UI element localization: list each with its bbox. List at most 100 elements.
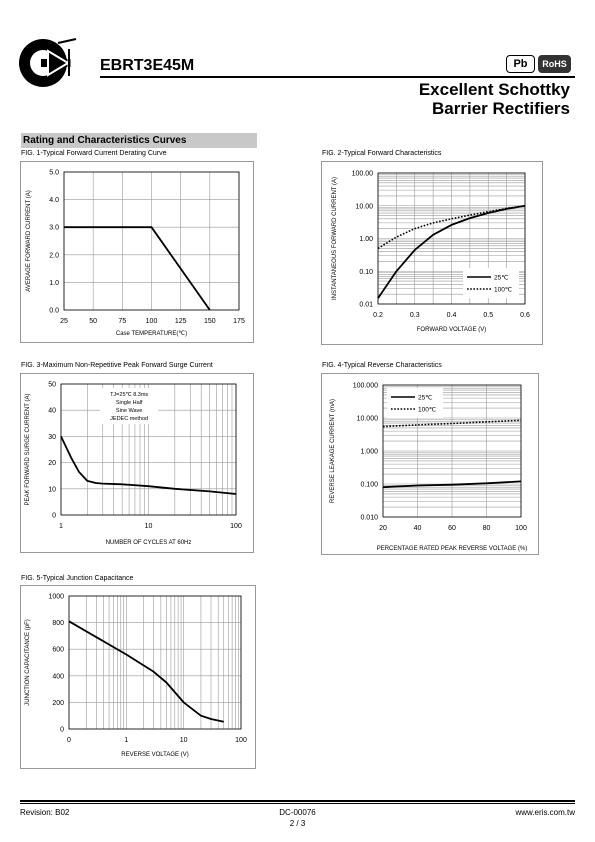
fig1-y-tick-label: 3.0 [49, 225, 59, 232]
fig1-chart-panel: 25 50 75 100 125 150 175 0.0 1.0 2.0 3.0 4.0 5.0 Case… [20, 161, 254, 343]
fig2-plot-frame [377, 172, 526, 305]
compliance-badges: Pb RoHS [506, 55, 571, 73]
fig4-y-tick-label: 0.010 [360, 515, 378, 522]
fig2-chart: 0.2 0.3 0.4 0.5 0.6 0.01 0.10 1.00 10.00 100.00 FO… [332, 171, 530, 334]
fig3-y-axis-label: PEAK FORWARD SURGE CURRENT (A) [25, 394, 31, 506]
fig4-x-tick-label: 80 [483, 525, 491, 532]
fig3-series-1-line [60, 436, 237, 495]
fig5-plot-frame [68, 595, 242, 730]
fig1-x-tick-label: 25 [60, 318, 68, 325]
fig1-x-tick-label: 75 [118, 318, 126, 325]
footer-rule-thin [20, 803, 575, 804]
pb-free-badge: Pb [506, 55, 535, 73]
fig2-x-tick-label: 0.6 [520, 312, 530, 319]
header-rule [100, 76, 575, 78]
fig2-x-tick-label: 0.3 [410, 312, 420, 319]
fig3-y-tick-label: 10 [48, 486, 56, 493]
fig1-x-axis-label: Case TEMPERATURE(℃) [116, 331, 187, 337]
document-code: DC-00076 [279, 808, 316, 817]
fig4-chart: 20 40 60 80 100 0.010 0.100 1.000 10.000 100.000 P… [330, 383, 528, 553]
fig5-y-tick-label: 800 [52, 620, 64, 627]
footer-rule [20, 800, 575, 802]
fig3-y-tick-label: 0 [52, 513, 56, 520]
fig5-y-tick-label: 200 [52, 700, 64, 707]
fig2-legend-label: 100℃ [494, 287, 513, 294]
fig4-title: FIG. 4-Typical Reverse Characteristics [322, 362, 442, 369]
fig2-y-tick-label: 0.10 [359, 269, 373, 276]
fig5-chart-panel: 0 1 10 100 0 200 400 600 800 1000 REVERSE VOLTAGE … [20, 585, 256, 769]
fig1-y-tick-label: 2.0 [49, 252, 59, 259]
product-title-line1: Excellent Schottky [418, 80, 570, 99]
part-number: EBRT3E45M [100, 57, 195, 74]
fig1-title: FIG. 1-Typical Forward Current Derating … [21, 150, 167, 157]
fig1-y-tick-label: 0.0 [49, 308, 59, 315]
fig3-annotation-line: TJ=25℃ 8.3ms [110, 392, 148, 398]
fig4-x-tick-label: 100 [515, 525, 527, 532]
fig4-y-tick-label: 0.100 [360, 482, 378, 489]
fig1-plot-frame [63, 171, 240, 311]
section-title: Rating and Characteristics Curves [21, 133, 257, 148]
fig2-x-tick-label: 0.5 [483, 312, 493, 319]
fig3-y-tick-label: 50 [48, 382, 56, 389]
fig3-y-tick-label: 40 [48, 408, 56, 415]
fig3-x-axis-label: NUMBER OF CYCLES AT 60Hz [106, 540, 192, 546]
fig2-title: FIG. 2-Typical Forward Characteristics [322, 150, 442, 157]
fig4-chart-panel: 20 40 60 80 100 0.010 0.100 1.000 10.000 100.000 P… [321, 373, 539, 555]
fig5-y-tick-label: 0 [60, 727, 64, 734]
fig2-legend-box [463, 268, 519, 298]
fig4-legend-label: 100℃ [418, 407, 437, 414]
fig3-x-tick-label: 10 [145, 523, 153, 530]
fig4-series-2-line [382, 419, 522, 428]
fig2-chart-panel: 0.2 0.3 0.4 0.5 0.6 0.01 0.10 1.00 10.00 100.00 FO… [321, 161, 543, 345]
fig1-y-tick-label: 1.0 [49, 280, 59, 287]
fig4-x-tick-label: 60 [448, 525, 456, 532]
fig3-annotation-line: JEDEC method [110, 416, 148, 422]
website-link[interactable]: www.eris.com.tw [515, 808, 575, 817]
fig4-plot-frame [382, 384, 522, 518]
fig3-chart-panel: 1 10 100 0 10 20 30 40 50 NUMBER OF CYCLES AT 60H… [20, 373, 254, 553]
fig4-x-axis-label: PERCENTAGE RATED PEAK REVERSE VOLTAGE (%… [377, 546, 528, 552]
fig4-y-axis-label: REVERSE LEAKAGE CURRENT (mA) [330, 399, 336, 503]
company-logo [18, 35, 80, 90]
fig1-series-1-line [64, 226, 211, 311]
fig3-annotation-line: Sine Wave [116, 408, 142, 414]
fig1-y-axis-label: AVERAGE FORWARD CURRENT (A) [26, 190, 32, 291]
fig5-y-tick-label: 600 [52, 647, 64, 654]
fig1-y-tick-label: 4.0 [49, 197, 59, 204]
fig4-legend-label: 25℃ [418, 395, 433, 402]
fig3-y-tick-label: 20 [48, 460, 56, 467]
fig4-y-tick-label: 100.000 [353, 383, 378, 390]
fig3-title: FIG. 3-Maximum Non-Repetitive Peak Forwa… [21, 362, 213, 369]
fig2-y-tick-label: 0.01 [359, 302, 373, 309]
fig1-x-tick-label: 50 [89, 318, 97, 325]
fig2-y-tick-label: 10.00 [355, 203, 373, 210]
fig2-y-tick-label: 1.00 [359, 236, 373, 243]
fig5-y-tick-label: 400 [52, 673, 64, 680]
fig5-y-tick-label: 1000 [48, 594, 64, 601]
fig4-y-tick-label: 1.000 [360, 449, 378, 456]
fig2-y-tick-label: 100.00 [352, 171, 374, 178]
fig3-x-tick-label: 100 [230, 523, 242, 530]
fig5-x-tick-label: 10 [180, 737, 188, 744]
fig4-legend-box [387, 388, 443, 418]
fig4-y-tick-label: 10.000 [357, 416, 379, 423]
fig1-grid [63, 171, 240, 311]
fig2-series-1-line [377, 204, 526, 299]
fig5-x-tick-label: 1 [124, 737, 128, 744]
fig4-series-1-line [382, 480, 522, 489]
product-title-line2: Barrier Rectifiers [432, 99, 570, 118]
fig3-y-tick-label: 30 [48, 434, 56, 441]
fig5-grid [68, 595, 242, 730]
fig4-x-tick-label: 20 [379, 525, 387, 532]
fig2-legend-label: 25℃ [494, 275, 509, 282]
fig2-x-tick-label: 0.4 [447, 312, 457, 319]
fig5-x-tick-label: 0 [67, 737, 71, 744]
rohs-badge: RoHS [538, 55, 571, 73]
fig2-y-axis-label: INSTANTANEOUS FORWARD CURRENT (A) [332, 177, 338, 300]
fig1-y-tick-label: 5.0 [49, 170, 59, 177]
fig1-chart: 25 50 75 100 125 150 175 0.0 1.0 2.0 3.0 4.0 5.0 Case… [26, 170, 245, 338]
page-number: 2 / 3 [289, 819, 306, 828]
fig5-x-axis-label: REVERSE VOLTAGE (V) [121, 752, 188, 758]
fig5-x-tick-label: 100 [235, 737, 247, 744]
